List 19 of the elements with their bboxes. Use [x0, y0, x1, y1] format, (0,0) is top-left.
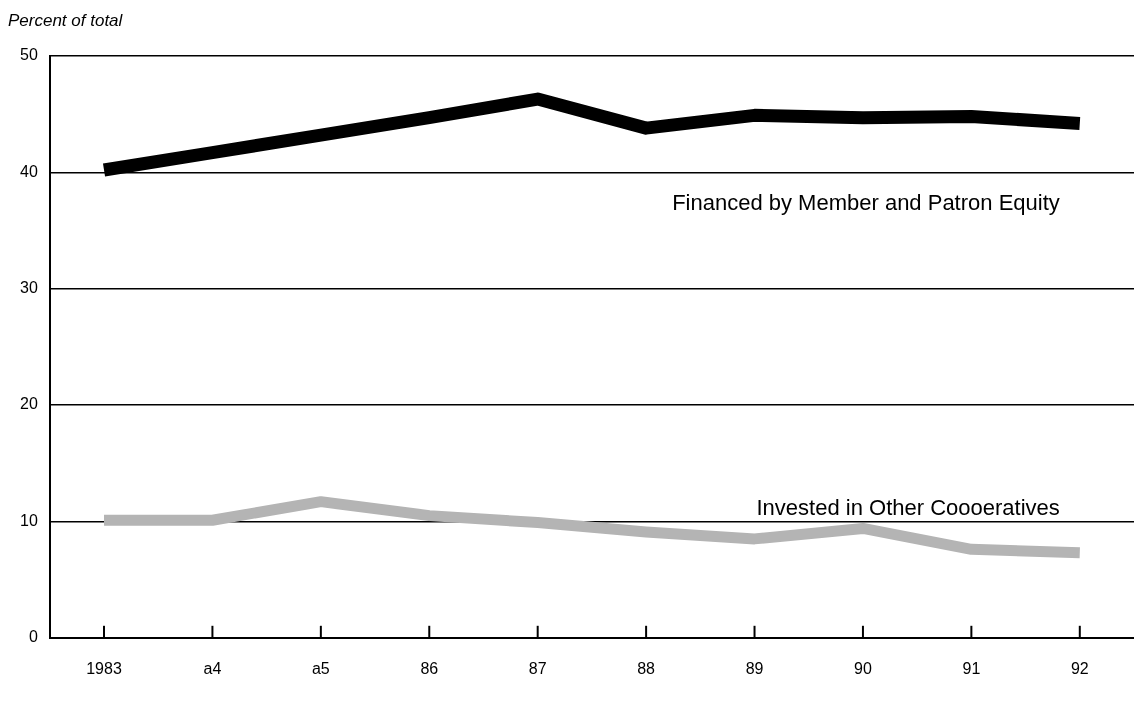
x-tick-label: 90	[854, 659, 872, 677]
x-tick-label: 88	[637, 659, 656, 677]
text: Financed by Member and Patron Equity	[672, 190, 1060, 216]
x-tick-label: 1983	[86, 659, 122, 677]
x-tick-label: 92	[1070, 659, 1089, 677]
series-label: Invested in Other Coooeratives	[756, 494, 1060, 520]
x-tick-label: 86	[420, 659, 439, 677]
x-tick-label: a4	[203, 659, 222, 677]
y-axis-title: Percent of total	[8, 11, 124, 30]
y-tick-label: 40	[20, 162, 38, 180]
x-tick-label: 87	[528, 659, 547, 677]
x-tick-label: a5	[311, 659, 330, 677]
y-tick-label: 30	[20, 279, 38, 297]
y-tick-label: 10	[20, 511, 38, 529]
y-tick-label: 20	[20, 395, 38, 413]
x-tick-label: 89	[745, 659, 764, 677]
x-tick-label: 91	[962, 659, 981, 677]
y-tick-label: 50	[20, 46, 38, 64]
y-tick-label: 0	[28, 628, 38, 646]
